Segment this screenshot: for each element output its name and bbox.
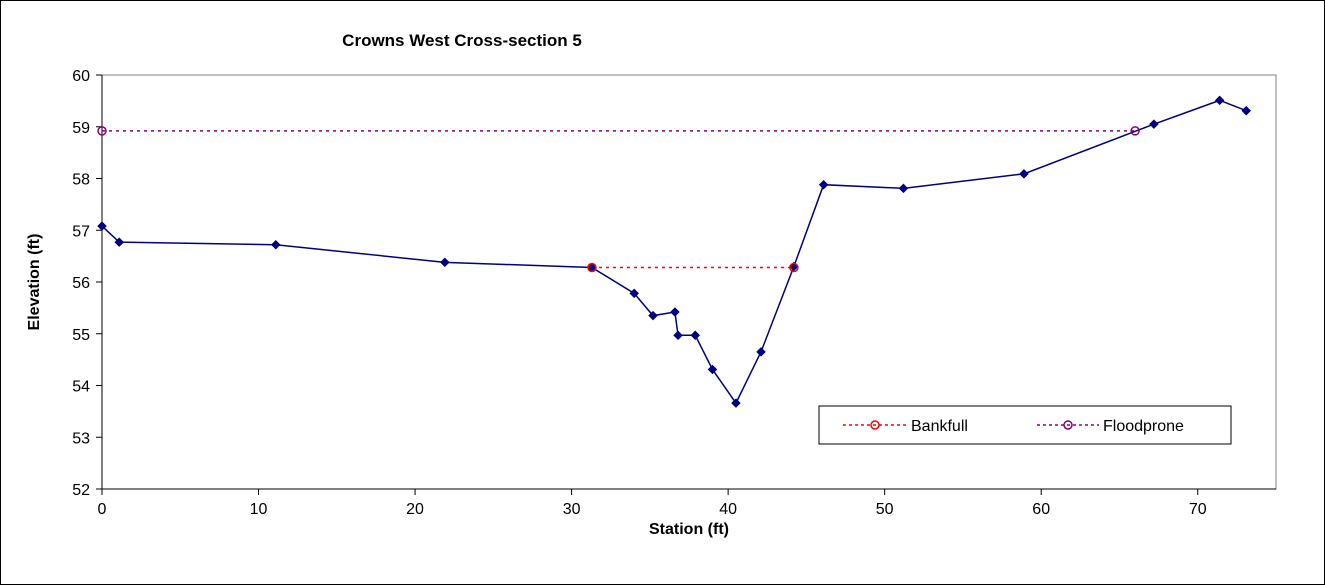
x-tick-label: 10 <box>250 501 268 518</box>
legend: Bankfull Floodprone <box>818 405 1232 445</box>
y-tick-label: 57 <box>72 223 90 240</box>
x-tick-label: 50 <box>876 501 894 518</box>
y-tick-label: 59 <box>72 120 90 137</box>
profile-point <box>818 179 829 190</box>
profile-point <box>756 347 766 357</box>
y-tick-label: 53 <box>72 430 90 447</box>
ground-profile-line <box>101 99 1247 405</box>
y-tick-label: 60 <box>72 68 90 85</box>
series <box>97 95 1252 408</box>
profile-point <box>629 288 640 299</box>
profile-point <box>270 239 281 250</box>
x-tick-label: 70 <box>1189 501 1207 518</box>
profile-point <box>114 237 125 248</box>
floodprone-point <box>97 126 107 136</box>
legend-bankfull-label: Bankfull <box>911 418 968 435</box>
profile-point <box>707 364 718 375</box>
bankfull-point <box>789 262 799 273</box>
legend-floodprone-marker <box>1063 420 1073 430</box>
x-tick-label: 20 <box>406 501 424 518</box>
profile-point <box>1019 168 1029 179</box>
profile-point <box>648 310 658 321</box>
profile-point <box>97 221 107 231</box>
x-tick-label: 30 <box>563 501 581 518</box>
profile-point <box>673 330 683 341</box>
floodprone-point <box>1130 126 1140 136</box>
x-tick-label: 0 <box>98 501 107 518</box>
profile-point <box>439 257 450 268</box>
y-tick-label: 56 <box>72 275 90 292</box>
profile-point <box>731 398 741 408</box>
profile-point <box>690 330 701 341</box>
legend-bankfull-marker <box>870 420 880 430</box>
y-tick-label: 55 <box>72 327 90 344</box>
bankfull-point <box>587 262 597 273</box>
chart-title: Crowns West Cross-section 5 <box>342 31 582 50</box>
axes: 0 10 20 30 40 50 60 70 52 53 54 55 56 57 58 59 60 <box>72 68 1276 518</box>
x-tick-label: 40 <box>719 501 737 518</box>
x-axis-label: Station (ft) <box>649 521 729 538</box>
profile-point <box>1241 105 1252 116</box>
x-tick-label: 60 <box>1032 501 1050 518</box>
profile-point <box>670 307 680 317</box>
profile-point <box>1149 119 1159 130</box>
y-tick-label: 52 <box>72 482 90 499</box>
profile-point <box>898 183 909 194</box>
y-tick-label: 58 <box>72 172 90 189</box>
profile-point <box>1214 95 1225 106</box>
legend-floodprone-label: Floodprone <box>1103 418 1184 435</box>
y-axis-label: Elevation (ft) <box>26 234 43 331</box>
y-tick-label: 54 <box>72 379 90 396</box>
